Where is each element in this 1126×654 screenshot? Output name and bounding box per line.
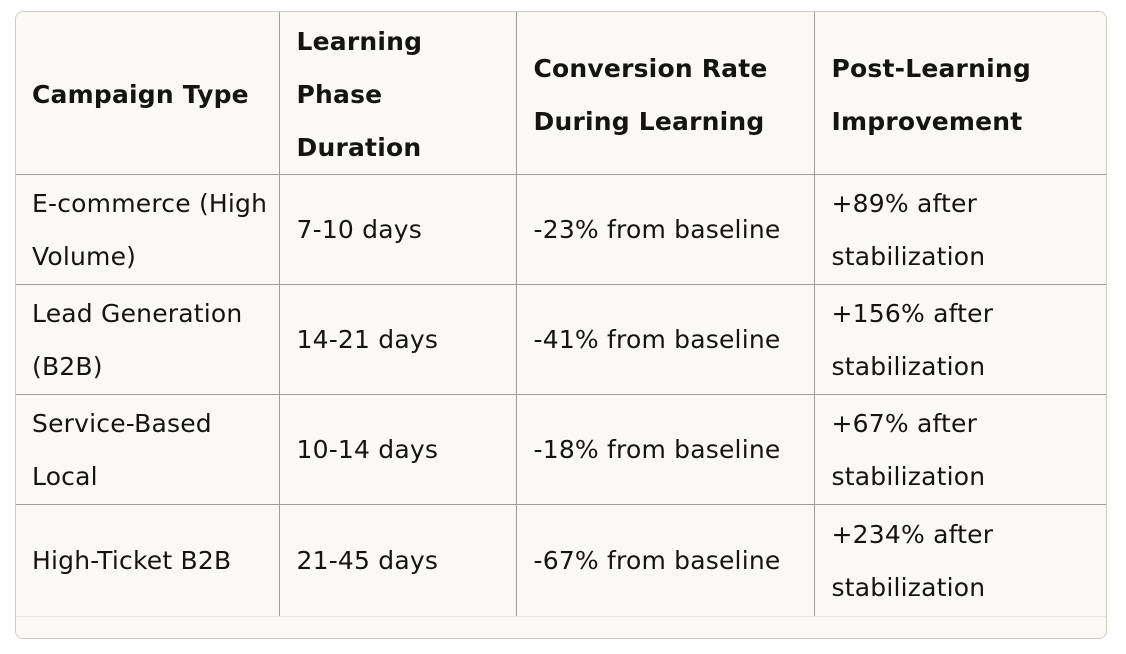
table-row: Lead Generation (B2B) 14-21 days -41% fr… bbox=[16, 284, 1106, 395]
header-conversion-rate: Conversion Rate During Learning bbox=[515, 12, 814, 175]
cell-improvement: +156% after stabilization bbox=[813, 284, 1106, 395]
table-row: E-commerce (High Volume) 7-10 days -23% … bbox=[16, 174, 1106, 285]
cell-campaign-type: E-commerce (High Volume) bbox=[16, 174, 279, 285]
comparison-table-card: Campaign Type Learning Phase Duration Co… bbox=[15, 11, 1107, 639]
cell-conversion-rate: -67% from baseline bbox=[515, 504, 814, 617]
cell-campaign-type: Service-Based Local bbox=[16, 394, 279, 505]
header-campaign-type: Campaign Type bbox=[32, 80, 249, 109]
table-row: High-Ticket B2B 21-45 days -67% from bas… bbox=[16, 504, 1106, 617]
cell-campaign-type: Lead Generation (B2B) bbox=[16, 284, 279, 395]
cell-conversion-rate: -41% from baseline bbox=[515, 284, 814, 395]
cell-improvement: +67% after stabilization bbox=[813, 394, 1106, 505]
table-header-row: Campaign Type Learning Phase Duration Co… bbox=[16, 12, 1106, 175]
cell-learning-duration: 7-10 days bbox=[278, 174, 516, 285]
cell-conversion-rate: -18% from baseline bbox=[515, 394, 814, 505]
cell-conversion-rate: -23% from baseline bbox=[515, 174, 814, 285]
campaign-learning-table: Campaign Type Learning Phase Duration Co… bbox=[16, 12, 1106, 617]
cell-improvement: +89% after stabilization bbox=[813, 174, 1106, 285]
cell-learning-duration: 21-45 days bbox=[278, 504, 516, 617]
cell-learning-duration: 14-21 days bbox=[278, 284, 516, 395]
cell-learning-duration: 10-14 days bbox=[278, 394, 516, 505]
table-row: Service-Based Local 10-14 days -18% from… bbox=[16, 394, 1106, 505]
header-post-learning-improvement: Post-Learning Improvement bbox=[813, 12, 1106, 175]
table-scroll-area-bottom bbox=[16, 616, 1106, 638]
header-learning-phase-duration: Learning Phase Duration bbox=[278, 12, 516, 175]
cell-campaign-type: High-Ticket B2B bbox=[16, 504, 279, 617]
cell-improvement: +234% after stabilization bbox=[813, 504, 1106, 617]
